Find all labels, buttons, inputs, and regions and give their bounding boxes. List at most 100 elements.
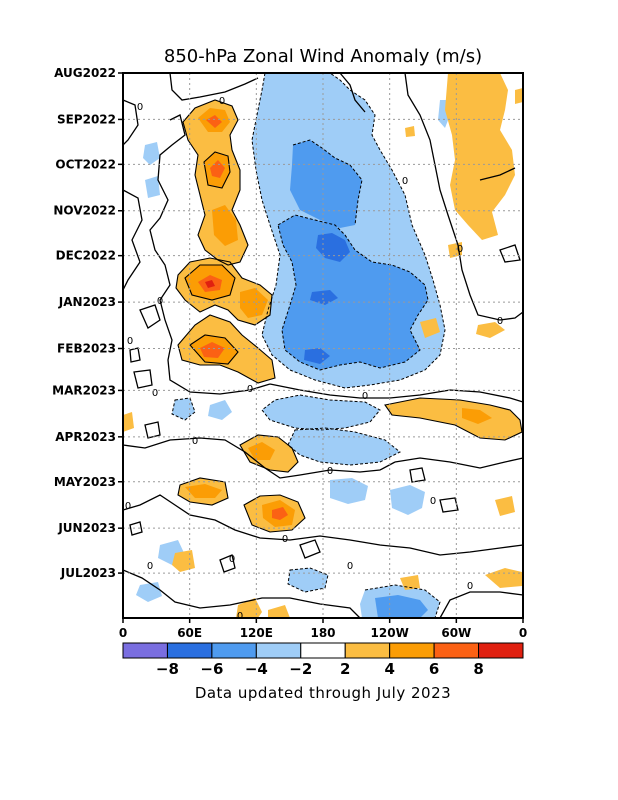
zero-contour-label: 0	[247, 384, 253, 395]
colorbar-label: −4	[245, 660, 268, 678]
anomaly-light-blue-west-oct	[143, 142, 160, 165]
colorbar: −8 −6 −4 −2 2 4 6 8	[122, 642, 524, 678]
anomaly-orange-mar	[462, 408, 492, 424]
x-tick-label: 180	[310, 626, 335, 640]
plot-area: 0 0 0 0 0 0 0 0 0 0 0 0 0 0 0 0 0 0 0 0	[122, 72, 524, 622]
zero-contour-label: 0	[347, 561, 353, 572]
zero-contour-label: 0	[402, 176, 408, 187]
anomaly-light-blue-jul	[288, 568, 328, 592]
anomaly-light-blue-indian-apr2	[208, 400, 232, 420]
anomaly-light-blue-may	[330, 478, 368, 504]
zero-contour-label: 0	[125, 501, 131, 512]
colorbar-swatch	[211, 642, 257, 659]
y-tick-label: MAR2023	[52, 383, 116, 397]
anomaly-light-orange-east-may	[515, 88, 523, 104]
anomaly-light-orange-east-jun	[495, 496, 515, 516]
colorbar-swatch	[255, 642, 302, 659]
anomaly-dark-orange-may	[272, 507, 288, 520]
anomaly-light-blue-west-nov	[145, 176, 160, 198]
x-tick-label: 120E	[240, 626, 273, 640]
anomaly-dark-blue-jan	[310, 290, 338, 305]
chart-title: 850-hPa Zonal Wind Anomaly (m/s)	[164, 46, 482, 67]
zero-contour-label: 0	[219, 96, 225, 107]
colorbar-swatch	[344, 642, 391, 659]
x-tick-label: 60E	[177, 626, 202, 640]
colorbar-swatch	[300, 642, 346, 659]
x-tick-label: 120W	[371, 626, 409, 640]
anomaly-dark-orange-feb	[200, 342, 225, 358]
negative-anomaly-shading	[136, 73, 450, 618]
y-tick-label: DEC2022	[56, 249, 116, 263]
anomaly-light-orange-small-2	[123, 412, 134, 432]
zero-contour-label: 0	[497, 316, 503, 327]
y-tick-label: FEB2023	[57, 341, 116, 355]
y-tick-label: JUL2023	[60, 566, 116, 580]
anomaly-light-blue-apr	[288, 428, 400, 465]
zero-contour-label: 0	[127, 336, 133, 347]
zero-contour-label: 0	[192, 436, 198, 447]
colorbar-swatch	[122, 642, 168, 659]
zero-contour-label: 0	[282, 534, 288, 545]
anomaly-orange-apr	[248, 442, 275, 460]
x-tick-label: 0	[519, 626, 527, 640]
colorbar-swatch	[166, 642, 213, 659]
zero-contours	[122, 72, 524, 619]
anomaly-mid-blue-core	[278, 215, 428, 370]
zero-contour-labels: 0 0 0 0 0 0 0 0 0 0 0 0 0 0 0 0 0 0 0 0	[125, 96, 503, 622]
colorbar-label: 4	[384, 660, 394, 678]
y-tick-label: NOV2022	[53, 204, 116, 218]
y-tick-label: AUG2022	[54, 66, 116, 80]
anomaly-orange-nov	[212, 205, 238, 246]
y-tick-label: JAN2023	[58, 295, 116, 309]
anomaly-light-orange-small-1	[405, 126, 415, 137]
anomaly-light-orange-mar	[385, 398, 522, 440]
zero-contour-label: 0	[147, 561, 153, 572]
anomaly-light-orange-jul2	[268, 605, 290, 618]
colorbar-label: −6	[200, 660, 223, 678]
colorbar-label: 8	[473, 660, 483, 678]
colorbar-swatch	[478, 642, 524, 659]
y-tick-label: MAY2023	[54, 475, 116, 489]
anomaly-red-jan	[205, 280, 215, 288]
y-tick-label: SEP2022	[57, 112, 116, 126]
colorbar-swatch	[389, 642, 435, 659]
anomaly-orange-may	[185, 484, 222, 498]
grid-lines	[123, 73, 523, 618]
zero-contour-label: 0	[237, 611, 243, 622]
y-axis: AUG2022 SEP2022 OCT2022 NOV2022 DEC2022 JAN20…	[52, 66, 123, 580]
anomaly-light-orange-east-feb2	[476, 322, 505, 338]
x-axis: 0 60E 120E 180 120W 60W 0	[119, 618, 527, 640]
anomaly-mid-blue-upper	[290, 140, 362, 228]
colorbar-swatch	[433, 642, 480, 659]
colorbar-label: −2	[289, 660, 312, 678]
anomaly-light-orange-east-sep	[445, 73, 515, 240]
y-tick-label: OCT2022	[55, 157, 116, 171]
anomaly-light-orange-jun	[172, 550, 195, 572]
zero-contour-label: 0	[157, 296, 163, 307]
zero-contour-label: 0	[430, 496, 436, 507]
anomaly-mid-blue-jul	[375, 595, 428, 618]
anomaly-light-blue-mar	[262, 395, 380, 430]
zero-contour-label: 0	[467, 581, 473, 592]
y-tick-label: APR2023	[55, 430, 116, 444]
y-tick-label: JUN2023	[57, 521, 116, 535]
zero-contour-label: 0	[457, 244, 463, 255]
x-tick-label: 0	[119, 626, 127, 640]
colorbar-label: 6	[429, 660, 439, 678]
colorbar-label: 2	[340, 660, 350, 678]
anomaly-orange-jan-east	[240, 288, 268, 318]
zero-contour-label: 0	[229, 554, 235, 565]
footer-note: Data updated through July 2023	[195, 684, 451, 702]
zero-contour-label: 0	[137, 102, 143, 113]
colorbar-label: −8	[156, 660, 179, 678]
anomaly-light-blue-jun	[390, 485, 425, 515]
anomaly-light-orange-jul	[236, 598, 262, 618]
positive-anomaly-shading	[123, 73, 523, 618]
anomaly-dark-orange-sep	[206, 115, 222, 128]
anomaly-dark-blue-dec	[316, 233, 350, 262]
zero-contour-label: 0	[327, 466, 333, 477]
zero-contour-label: 0	[152, 388, 158, 399]
x-tick-label: 60W	[441, 626, 471, 640]
negative-contours	[171, 72, 446, 619]
